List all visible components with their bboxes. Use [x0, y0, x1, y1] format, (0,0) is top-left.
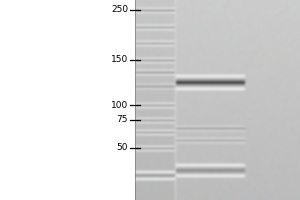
Text: 150: 150: [111, 55, 128, 64]
Text: 75: 75: [116, 116, 128, 124]
Text: 250: 250: [111, 5, 128, 15]
Text: 50: 50: [116, 144, 128, 152]
Text: 100: 100: [111, 100, 128, 110]
